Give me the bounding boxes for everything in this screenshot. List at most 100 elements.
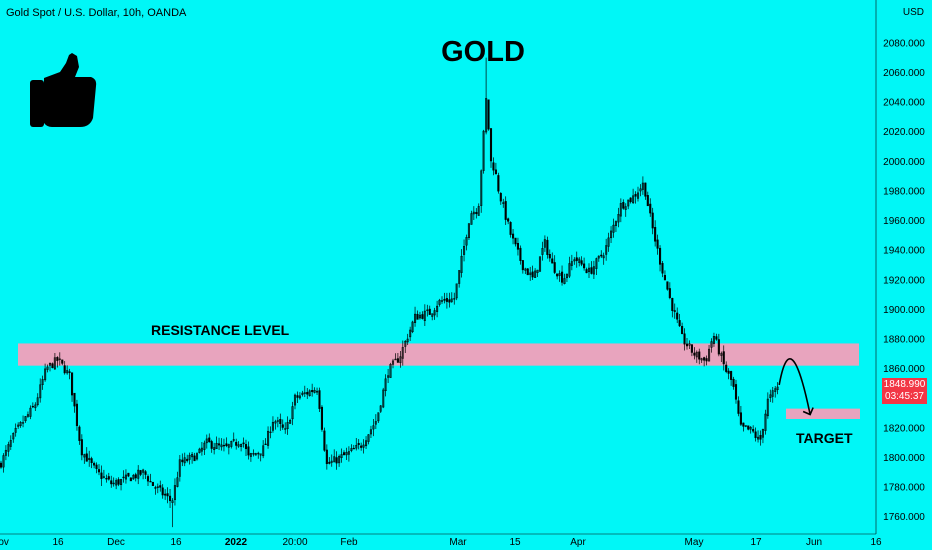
candle-body [516, 242, 520, 250]
candle-body [561, 271, 564, 283]
candle-body [281, 424, 284, 428]
candle-body [115, 480, 118, 486]
candle-body [80, 439, 83, 456]
candle-body [244, 444, 248, 450]
candle-body [607, 237, 610, 247]
candle-body [48, 363, 52, 366]
candle-body [720, 353, 723, 356]
candle-body [440, 300, 444, 302]
candle-body [105, 478, 108, 480]
candle-body [438, 299, 441, 305]
candle-body [651, 212, 654, 229]
candle-body [401, 347, 404, 359]
candle-body [142, 469, 145, 473]
candle-body [269, 431, 272, 433]
candle-body [257, 452, 260, 455]
candle-body [502, 202, 505, 204]
candle-body [17, 424, 20, 427]
candle-body [695, 351, 698, 358]
candle-body [298, 395, 301, 399]
candle-body [514, 237, 517, 245]
candle-body [267, 430, 270, 446]
candle-body [644, 182, 647, 197]
candle-body [154, 487, 157, 489]
candle-body [744, 425, 747, 427]
candle-body [24, 416, 27, 422]
candle-body [399, 356, 402, 364]
candle-body [34, 404, 37, 409]
candle-body [318, 390, 321, 409]
candle-body [289, 419, 292, 424]
candle-body [610, 230, 613, 239]
candle-body [543, 239, 546, 248]
candle-body [421, 314, 424, 319]
y-tick-label: 1800.000 [883, 453, 925, 464]
x-tick-label: Dec [107, 537, 125, 548]
candle-body [617, 214, 620, 223]
candle-body [448, 299, 451, 303]
candle-body [159, 485, 162, 488]
candle-body [213, 447, 216, 451]
candle-body [739, 412, 742, 425]
candle-body [698, 351, 701, 360]
candle-body [134, 474, 137, 479]
candle-body [56, 357, 59, 361]
candle-body [323, 430, 326, 451]
candle-body [595, 258, 598, 269]
candle-body [710, 341, 713, 348]
candle-body [63, 365, 66, 374]
candle-body [110, 480, 113, 485]
candle-body [416, 313, 419, 320]
candle-body [230, 440, 233, 447]
y-tick-label: 2040.000 [883, 98, 925, 109]
candle-body [188, 454, 191, 460]
candle-body [384, 378, 387, 392]
candle-body [73, 392, 76, 407]
x-tick-label: Mar [449, 537, 467, 548]
candle-body [369, 429, 372, 435]
candle-body [526, 268, 529, 276]
candle-body [563, 278, 566, 284]
candle-body [676, 312, 679, 320]
candle-body [612, 224, 615, 233]
candle-body [678, 320, 681, 327]
candle-body [585, 269, 588, 274]
candle-body [97, 469, 101, 473]
candle-body [409, 329, 412, 338]
candle-body [26, 414, 29, 417]
candle-body [629, 197, 632, 203]
candle-body [556, 273, 559, 277]
candle-body [249, 453, 252, 457]
candle-body [455, 283, 458, 299]
candle-body [389, 363, 392, 378]
candle-body [634, 194, 637, 197]
candle-body [320, 406, 323, 430]
y-tick-label: 1980.000 [883, 186, 925, 197]
candle-body [296, 395, 299, 398]
candle-body [661, 263, 664, 274]
candle-body [242, 442, 245, 445]
candle-body [445, 298, 448, 302]
candle-body [166, 493, 169, 497]
candle-body [411, 321, 414, 333]
candle-body [565, 273, 569, 279]
candle-body [757, 436, 760, 440]
candle-body [734, 384, 738, 400]
candle-body [252, 453, 255, 455]
candle-body [587, 267, 591, 273]
candle-body [463, 246, 466, 255]
y-tick-label: 1780.000 [883, 483, 925, 494]
candle-body [475, 212, 478, 215]
resistance-level-label: RESISTANCE LEVEL [151, 322, 290, 338]
candle-body [570, 261, 573, 266]
currency-label[interactable]: USD [902, 7, 924, 18]
projection-arrowhead [802, 407, 814, 416]
candle-body [423, 310, 426, 321]
candle-body [22, 422, 25, 424]
candle-body [404, 340, 407, 347]
candle-body [284, 428, 287, 430]
candle-body [19, 421, 22, 426]
candle-body [394, 358, 397, 361]
candle-body [654, 227, 657, 242]
